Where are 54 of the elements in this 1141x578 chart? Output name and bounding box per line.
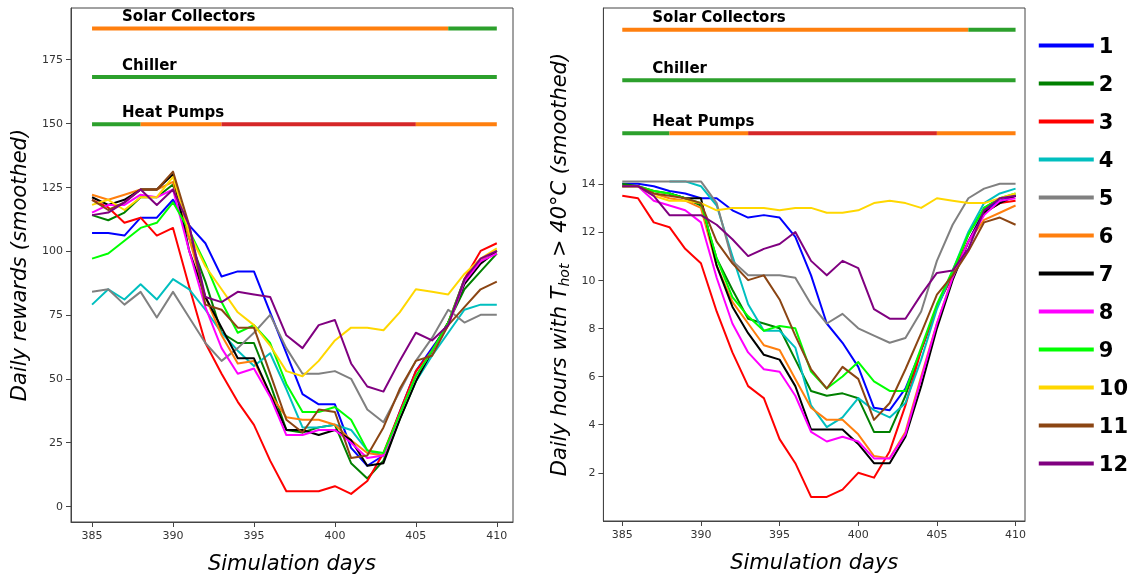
y-tick-label: 12: [581, 225, 596, 239]
legend-label: 9: [1098, 337, 1114, 362]
line-series: [91, 288, 498, 424]
x-tick-label: 390: [690, 528, 712, 541]
y-tick-label: 150: [42, 116, 63, 130]
x-tick-label: 400: [847, 528, 869, 541]
x-axis-title: Simulation days: [207, 550, 377, 575]
series-label: Chiller: [652, 58, 708, 77]
y-tick-label: 100: [42, 244, 63, 258]
x-tick-label: 385: [81, 529, 103, 542]
y-axis-title: Daily hours with Thot > 40°C (smoothed): [546, 52, 572, 477]
series-label: Solar Collectors: [652, 8, 786, 27]
y-tick-label: 75: [49, 308, 63, 322]
series-label: Heat Pumps: [122, 102, 225, 121]
y-tick-label: 0: [56, 500, 63, 514]
x-tick-label: 410: [1005, 528, 1027, 541]
y-tick-label: 50: [49, 372, 63, 386]
legend-label: 12: [1098, 451, 1129, 476]
legend-label: 5: [1098, 185, 1114, 210]
x-tick-label: 395: [769, 528, 791, 541]
x-tick-label: 385: [611, 528, 633, 541]
series-label: Heat Pumps: [652, 111, 755, 130]
legend-label: 2: [1098, 71, 1114, 96]
line-series: [621, 180, 1017, 344]
line-series: [621, 185, 1017, 320]
y-tick-label: 14: [581, 177, 596, 191]
y-tick-label: 175: [42, 52, 63, 66]
x-tick-label: 390: [162, 529, 184, 542]
y-tick-label: 25: [49, 436, 63, 450]
legend-label: 8: [1098, 299, 1114, 324]
legend-label: 4: [1098, 147, 1114, 172]
y-tick-label: 4: [588, 418, 596, 432]
x-tick-label: 405: [405, 529, 427, 542]
y-tick-label: 8: [588, 321, 596, 335]
x-tick-label: 405: [926, 528, 948, 541]
y-tick-label: 125: [42, 180, 63, 194]
line-series: [621, 194, 1017, 498]
y-tick-label: 2: [588, 466, 596, 480]
legend-label: 3: [1098, 109, 1114, 134]
y-tick-label: 10: [581, 273, 596, 287]
legend-label: 11: [1098, 413, 1129, 438]
legend-label: 7: [1098, 261, 1114, 286]
legend-label: 6: [1098, 223, 1114, 248]
legend-label: 10: [1098, 375, 1129, 400]
y-tick-label: 6: [588, 369, 596, 383]
legend-label: 1: [1098, 33, 1114, 58]
line-series: [91, 278, 498, 457]
series-label: Chiller: [122, 55, 178, 74]
y-axis-title: Daily rewards (smoothed): [6, 128, 31, 402]
series-label: Solar Collectors: [122, 6, 256, 25]
x-axis-title: Simulation days: [730, 549, 899, 574]
x-tick-label: 410: [486, 529, 508, 542]
x-tick-label: 400: [324, 529, 346, 542]
x-tick-label: 395: [243, 529, 265, 542]
